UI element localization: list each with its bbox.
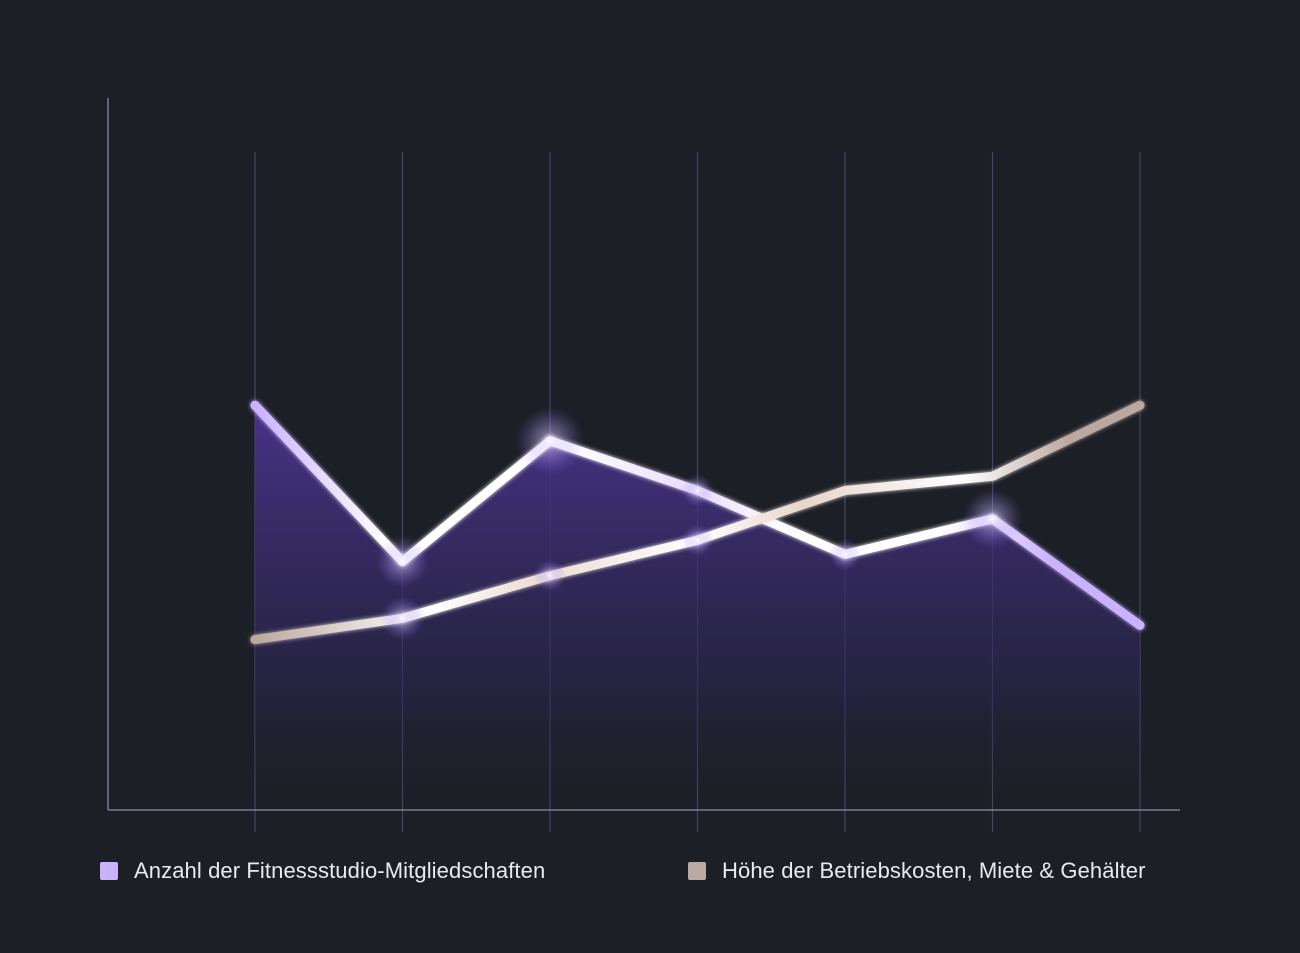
legend-swatch-memberships (100, 862, 118, 880)
legend: Anzahl der Fitnessstudio-Mitgliedschafte… (0, 858, 1300, 888)
legend-item-memberships: Anzahl der Fitnessstudio-Mitgliedschafte… (100, 858, 545, 884)
point-glow-memberships-2 (376, 535, 429, 588)
legend-item-costs: Höhe der Betriebskosten, Miete & Gehälte… (688, 858, 1146, 884)
glow-layer (376, 406, 1023, 641)
legend-label-memberships: Anzahl der Fitnessstudio-Mitgliedschafte… (134, 858, 546, 883)
axis-layer (107, 98, 1180, 811)
legend-label-costs: Höhe der Betriebskosten, Miete & Gehälte… (722, 858, 1146, 883)
point-glow-memberships-3 (516, 406, 584, 475)
point-glow-memberships-6 (962, 488, 1023, 549)
point-glow-costs-2 (380, 596, 425, 641)
point-glow-memberships-5 (829, 538, 861, 571)
point-glow-memberships-4 (681, 474, 714, 507)
point-glow-costs-4 (681, 524, 714, 557)
legend-swatch-costs (688, 862, 706, 880)
point-glow-costs-3 (534, 559, 566, 592)
